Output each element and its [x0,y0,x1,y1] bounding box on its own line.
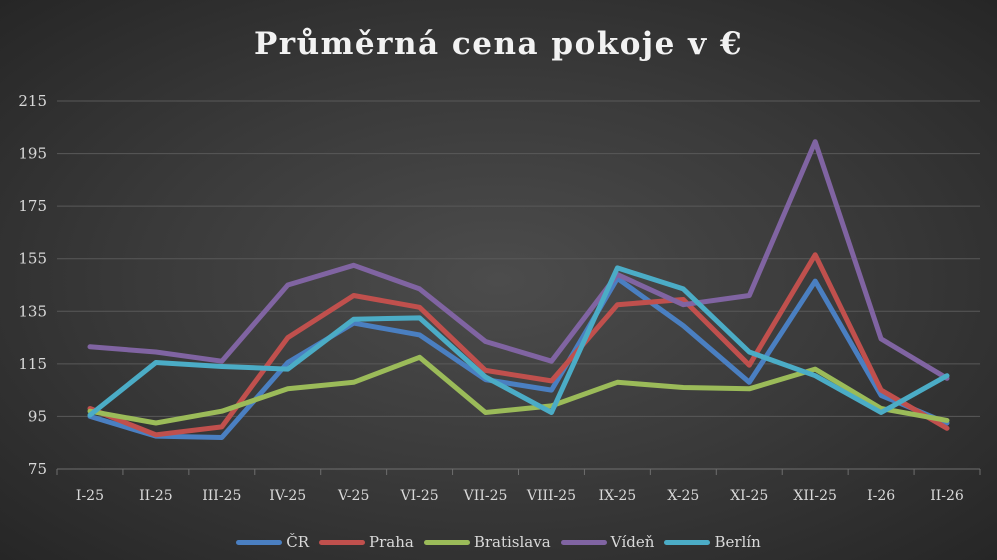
series-line-berlín [87,265,950,418]
chart-title: Průměrná cena pokoje v € [253,26,744,62]
legend-item[interactable]: Bratislava [423,533,551,551]
y-tick-label: 95 [28,407,47,425]
legend-label: Bratislava [473,533,551,551]
legend-label: Vídeň [610,533,655,551]
series-lines [87,139,950,440]
legend-swatch-icon [236,539,283,545]
legend-item[interactable]: ČR [236,533,309,551]
y-tick-label: 115 [18,355,47,373]
legend-swatch-icon [664,539,711,545]
y-tick-label: 195 [18,145,47,163]
x-tick-label: VII-25 [463,488,508,504]
y-tick-label: 175 [18,197,47,215]
legend-swatch-icon [560,539,607,545]
x-axis: I-25 II-25 III-25 IV-25 V-25 VI-25 VII-25 VIII-… [56,469,981,504]
x-tick-label: IV-25 [269,488,306,504]
legend-item[interactable]: Berlín [664,533,761,551]
series-line-praha [87,252,950,438]
x-tick-label: III-25 [202,488,241,504]
x-tick-label: VI-25 [400,488,439,504]
x-tick-label: XI-25 [730,488,768,504]
y-tick-label: 215 [18,92,47,110]
legend-swatch-icon [319,539,366,545]
x-tick-label: V-25 [337,488,369,504]
legend-swatch-icon [423,539,470,545]
legend: ČR Praha Bratislava Vídeň Berlín [0,533,997,551]
x-tick-label: I-26 [867,488,895,504]
legend-item[interactable]: Vídeň [560,533,655,551]
legend-label: ČR [286,533,310,551]
x-tick-label: II-26 [930,488,964,504]
x-tick-label: X-25 [667,488,699,504]
y-tick-label: 155 [18,250,47,268]
series-line-čr [87,275,950,440]
legend-label: Berlín [714,533,761,551]
y-axis: 75 95 115 135 155 175 195 215 [18,92,47,478]
x-tick-label: II-25 [139,488,173,504]
x-tick-label: VIII-25 [526,488,576,504]
x-tick-label: I-25 [76,488,104,504]
legend-label: Praha [369,533,414,551]
y-tick-label: 135 [18,302,47,320]
x-tick-label: XII-25 [793,488,837,504]
y-tick-label: 75 [28,460,47,478]
legend-item[interactable]: Praha [319,533,414,551]
series-line-vídeň [87,139,950,381]
x-tick-label: IX-25 [599,488,637,504]
